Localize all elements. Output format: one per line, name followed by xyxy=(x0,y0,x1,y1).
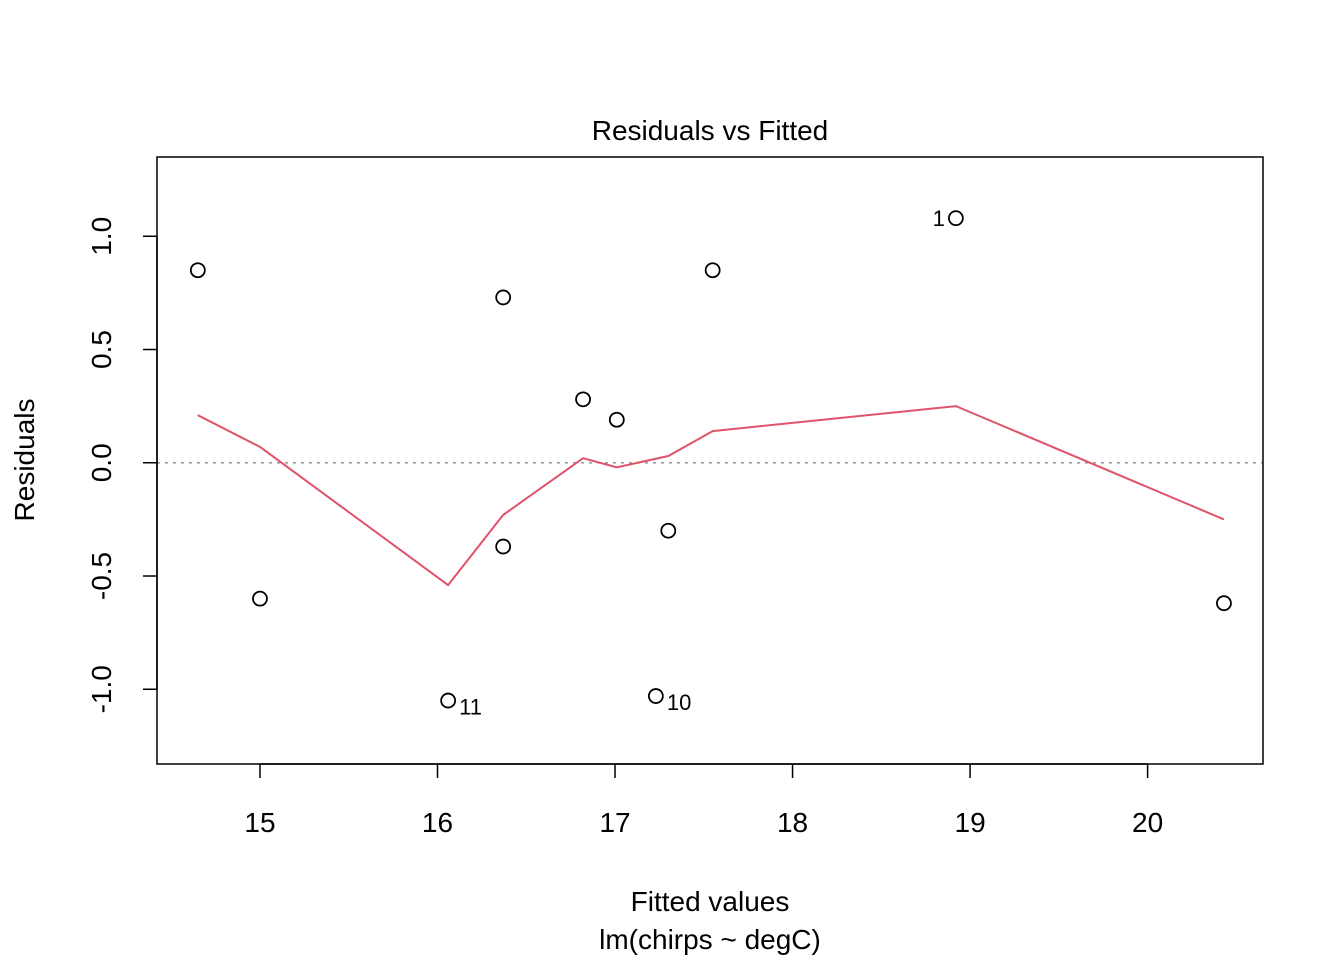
data-point xyxy=(495,538,512,555)
data-point xyxy=(252,590,268,607)
plot-area: 11 10 1 xyxy=(157,206,1263,720)
point-label: 1 xyxy=(933,206,945,231)
x-axis-label: Fitted values xyxy=(631,886,790,917)
x-tick-label: 18 xyxy=(777,807,808,838)
data-point xyxy=(647,688,664,704)
data-point xyxy=(608,411,625,428)
y-tick-label: 0.5 xyxy=(86,330,117,369)
y-tick-label: -0.5 xyxy=(86,552,117,600)
y-tick-label: -1.0 xyxy=(86,665,117,713)
x-axis: 15 16 17 18 19 20 xyxy=(244,763,1163,838)
plot-border xyxy=(156,156,1264,765)
data-point xyxy=(1216,595,1232,612)
x-axis-subtitle: lm(chirps ~ degC) xyxy=(599,924,821,955)
data-point xyxy=(575,391,591,408)
chart-title: Residuals vs Fitted xyxy=(592,115,829,146)
data-point xyxy=(495,289,512,306)
data-point xyxy=(947,210,964,227)
data-point xyxy=(189,262,206,279)
x-tick-label: 17 xyxy=(599,807,630,838)
y-tick-label: 1.0 xyxy=(86,217,117,256)
data-point xyxy=(660,522,677,539)
smooth-trend-line xyxy=(197,405,1225,587)
x-tick-label: 15 xyxy=(244,807,275,838)
data-point xyxy=(704,262,721,279)
y-tick-label: 0.0 xyxy=(86,443,117,482)
point-label: 11 xyxy=(459,695,482,720)
data-point xyxy=(440,692,457,709)
y-axis: -1.0 -0.5 0.0 0.5 1.0 xyxy=(86,217,158,713)
point-label: 10 xyxy=(667,690,691,715)
x-tick-label: 16 xyxy=(422,807,453,838)
x-tick-label: 20 xyxy=(1132,807,1163,838)
x-tick-label: 19 xyxy=(955,807,986,838)
y-axis-label: Residuals xyxy=(9,399,40,522)
